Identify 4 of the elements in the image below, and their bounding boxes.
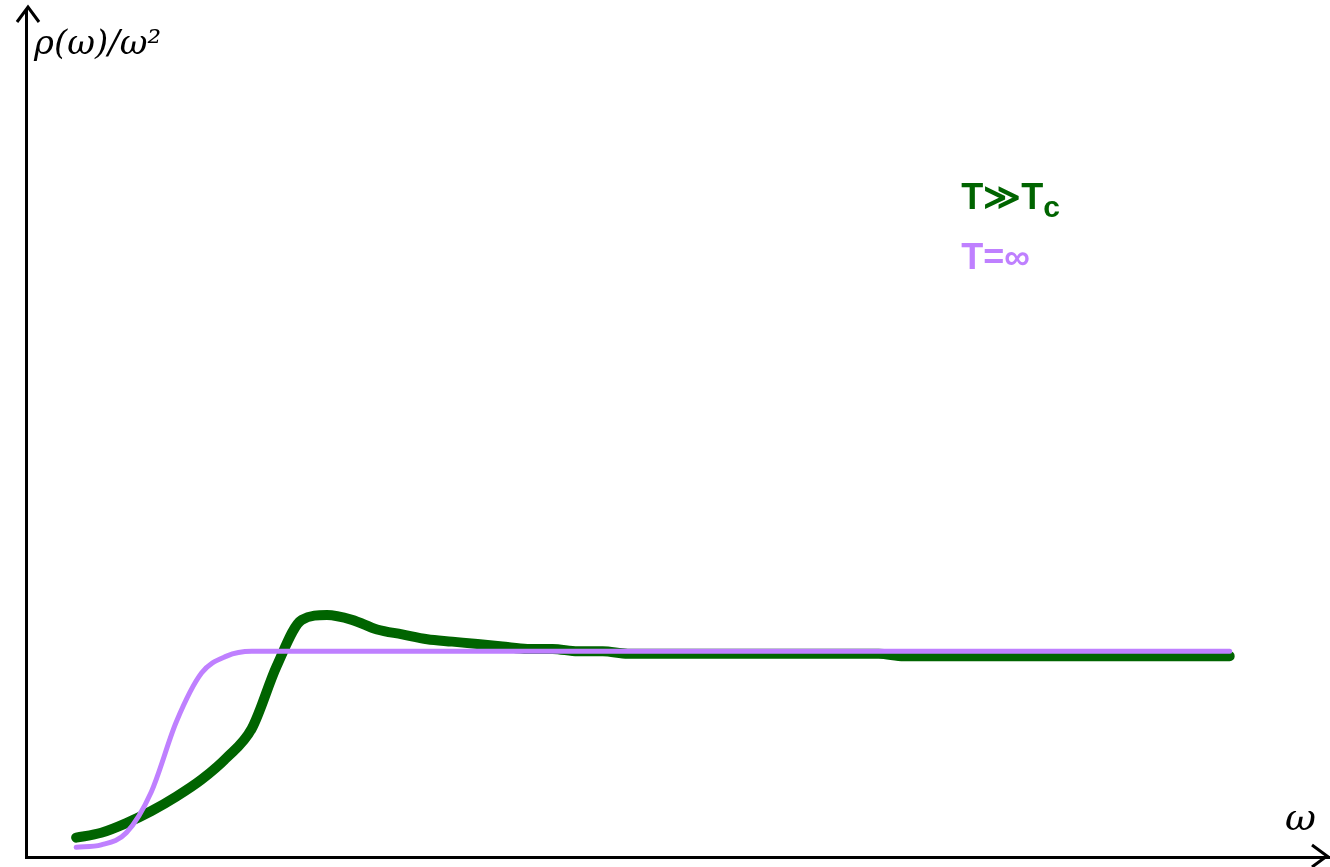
- text: ρ(ω)/ω²: [34, 22, 162, 62]
- text: T≫T$_{c}$: [961, 175, 1060, 226]
- text: T=∞: [961, 235, 1031, 280]
- x-axis-title: ω: [1285, 795, 1316, 839]
